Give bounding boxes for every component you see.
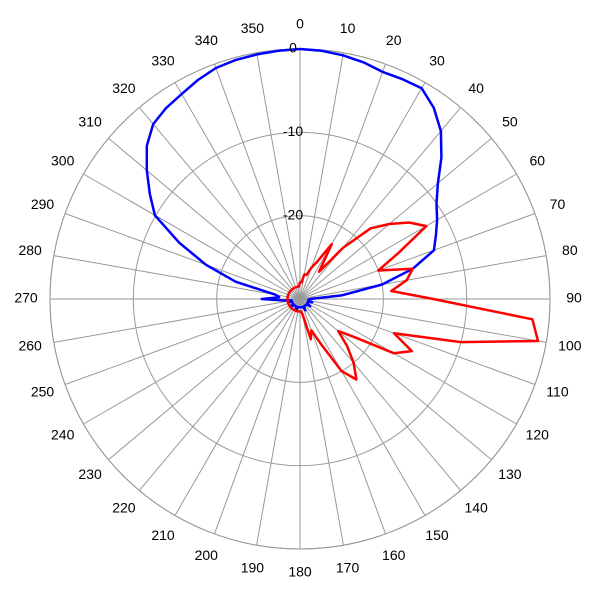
angle-label: 200: [195, 547, 219, 563]
angle-label: 20: [386, 32, 402, 48]
spoke: [174, 82, 301, 300]
angle-label: 10: [340, 20, 356, 36]
series-line: [145, 47, 443, 312]
angle-label: 160: [382, 547, 406, 563]
angle-label: 240: [51, 427, 75, 443]
spoke: [299, 298, 462, 491]
r-tick-label: 0: [289, 40, 297, 56]
spoke: [299, 298, 386, 535]
spoke: [299, 298, 426, 516]
spoke: [64, 213, 301, 300]
angle-label: 250: [31, 383, 55, 399]
r-tick-label: -10: [283, 123, 303, 139]
angle-label: 230: [78, 466, 102, 482]
angle-label: 70: [550, 196, 566, 212]
angle-label: 310: [78, 114, 102, 130]
spoke: [299, 52, 344, 300]
angle-label: 110: [546, 383, 569, 399]
spoke: [64, 298, 301, 385]
angle-label: 0: [296, 16, 304, 32]
angle-label: 260: [18, 337, 42, 353]
spoke: [108, 137, 301, 300]
spoke: [83, 298, 301, 425]
angle-label: 290: [31, 196, 55, 212]
spoke: [299, 213, 536, 300]
angle-label: 150: [425, 527, 449, 543]
spoke: [214, 298, 301, 535]
ring: [132, 131, 468, 467]
spoke: [299, 255, 547, 300]
spoke: [299, 63, 386, 300]
spoke: [174, 298, 301, 516]
spoke: [299, 82, 426, 300]
spoke: [299, 298, 517, 425]
spoke: [256, 298, 301, 546]
spoke: [138, 107, 301, 300]
angle-label: 170: [336, 560, 360, 576]
angle-label: 80: [562, 242, 578, 258]
spoke: [108, 298, 301, 461]
angle-label: 100: [558, 337, 582, 353]
angle-label: 330: [151, 52, 175, 68]
spoke: [53, 298, 301, 343]
angle-label: 220: [112, 500, 136, 516]
angle-label: 180: [288, 564, 312, 580]
spoke: [299, 298, 492, 461]
angle-label: 90: [566, 290, 582, 306]
angle-label: 210: [151, 527, 175, 543]
spoke: [299, 298, 344, 546]
angle-label: 30: [429, 52, 445, 68]
spoke: [214, 63, 301, 300]
series-line: [286, 221, 540, 381]
angle-label: 270: [14, 290, 38, 306]
r-tick-label: -20: [283, 206, 303, 222]
angle-label: 300: [51, 153, 75, 169]
angle-label: 340: [195, 32, 219, 48]
spoke: [83, 173, 301, 300]
angle-label: 60: [530, 153, 546, 169]
spoke: [299, 298, 536, 385]
angle-label: 280: [18, 242, 42, 258]
spoke: [138, 298, 301, 491]
angle-label: 350: [241, 20, 265, 36]
spoke: [299, 137, 492, 300]
angle-label: 40: [468, 80, 484, 96]
ring: [216, 215, 384, 383]
angle-label: 130: [498, 466, 522, 482]
spoke: [256, 52, 301, 300]
spoke: [299, 298, 547, 343]
angle-label: 190: [241, 560, 265, 576]
spoke: [53, 255, 301, 300]
spoke: [299, 173, 517, 300]
spoke: [299, 107, 462, 300]
angle-label: 320: [112, 80, 136, 96]
angle-label: 50: [502, 114, 518, 130]
angle-label: 120: [526, 427, 550, 443]
angle-label: 140: [464, 500, 488, 516]
